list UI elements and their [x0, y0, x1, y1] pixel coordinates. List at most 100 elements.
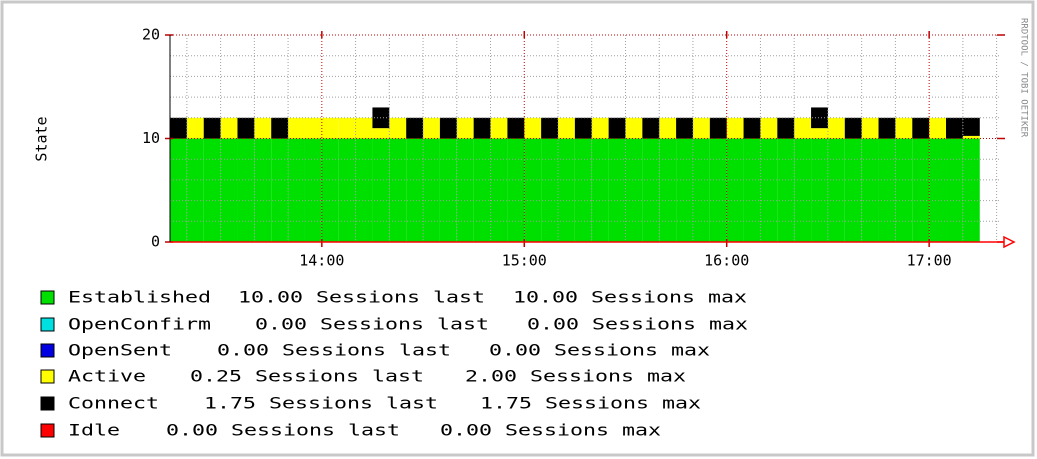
- area-segment: [338, 117, 356, 139]
- area-segment: [811, 107, 828, 129]
- area-segment: [692, 117, 710, 139]
- legend-name: OpenConfirm: [68, 315, 211, 334]
- area-segment: [642, 138, 660, 242]
- area-segment: [929, 138, 947, 242]
- area-segment: [625, 117, 643, 139]
- area-segment: [625, 138, 643, 242]
- area-segment: [186, 117, 204, 139]
- area-segment: [962, 138, 980, 242]
- area-segment: [844, 138, 862, 242]
- area-segment: [962, 135, 980, 139]
- area-segment: [338, 138, 356, 242]
- y-tick-label: 0: [151, 233, 160, 251]
- area-segment: [237, 117, 255, 139]
- area-segment: [929, 117, 947, 139]
- legend-last: 1.75 Sessions last: [204, 394, 438, 413]
- y-tick-label: 20: [142, 26, 160, 44]
- area-segment: [423, 117, 440, 139]
- area-segment: [524, 138, 542, 242]
- x-tick-label: 16:00: [704, 252, 749, 270]
- area-segment: [827, 117, 845, 139]
- area-segment: [726, 117, 744, 139]
- legend-last: 0.00 Sessions last: [217, 341, 451, 360]
- area-segment: [659, 138, 677, 242]
- area-segment: [541, 117, 559, 139]
- legend-max: 0.00 Sessions max: [489, 341, 710, 360]
- area-segment: [777, 138, 795, 242]
- legend-swatch: [40, 396, 55, 411]
- legend-name: Established: [68, 288, 211, 307]
- area-segment: [946, 138, 963, 242]
- area-segment: [861, 117, 879, 139]
- y-axis-label: State: [33, 116, 51, 161]
- area-segment: [777, 117, 795, 139]
- area-segment: [608, 138, 626, 242]
- legend-max: 0.00 Sessions max: [527, 315, 748, 334]
- area-segment: [794, 117, 812, 139]
- area-segment: [659, 117, 677, 139]
- legend-name: Active: [68, 367, 146, 386]
- area-segment: [288, 117, 305, 139]
- area-segment: [170, 138, 187, 242]
- area-segment: [760, 117, 778, 139]
- area-segment: [389, 117, 407, 139]
- area-segment: [676, 138, 693, 242]
- area-segment: [490, 117, 508, 139]
- area-segment: [304, 117, 322, 139]
- area-segment: [811, 128, 828, 139]
- legend-max: 0.00 Sessions max: [440, 421, 661, 440]
- area-segment: [456, 117, 474, 139]
- area-segment: [743, 117, 761, 139]
- area-segment: [170, 117, 187, 139]
- area-segment: [676, 117, 693, 139]
- area-segment: [456, 138, 474, 242]
- legend-name: Idle: [68, 421, 120, 440]
- area-segment: [591, 138, 609, 242]
- area-segment: [912, 138, 930, 242]
- area-segment: [642, 117, 660, 139]
- area-segment: [709, 138, 727, 242]
- legend-max: 1.75 Sessions max: [480, 394, 701, 413]
- area-segment: [203, 117, 221, 139]
- area-segment: [760, 138, 778, 242]
- legend-last: 10.00 Sessions last: [238, 288, 485, 307]
- area-segment: [574, 117, 592, 139]
- area-segment: [372, 128, 390, 139]
- area-segment: [406, 138, 424, 242]
- legend-name: Connect: [68, 394, 159, 413]
- area-segment: [321, 138, 339, 242]
- area-segment: [220, 138, 238, 242]
- x-tick-label: 17:00: [907, 252, 952, 270]
- area-segment: [524, 117, 542, 139]
- area-segment: [288, 138, 305, 242]
- x-axis-arrow: [1003, 235, 1016, 249]
- area-segment: [692, 138, 710, 242]
- area-segment: [608, 117, 626, 139]
- area-segment: [878, 117, 896, 139]
- area-segment: [709, 117, 727, 139]
- area-segment: [254, 117, 272, 139]
- area-segment: [558, 138, 575, 242]
- area-segment: [794, 138, 812, 242]
- area-segment: [895, 138, 913, 242]
- area-segment: [844, 117, 862, 139]
- area-segment: [743, 138, 761, 242]
- legend-swatch: [40, 343, 55, 358]
- area-segment: [304, 138, 322, 242]
- area-segment: [355, 117, 373, 139]
- area-segment: [439, 138, 457, 242]
- area-segment: [861, 138, 879, 242]
- area-segment: [962, 117, 980, 136]
- legend-swatch: [40, 369, 55, 384]
- area-segment: [355, 138, 373, 242]
- legend-max: 10.00 Sessions max: [513, 288, 747, 307]
- area-segment: [406, 117, 424, 139]
- legend-last: 0.25 Sessions last: [190, 367, 424, 386]
- side-label: RRDTOOL / TOBI OETIKER: [1019, 18, 1029, 138]
- area-segment: [203, 138, 221, 242]
- area-segment: [811, 138, 828, 242]
- area-segment: [473, 138, 491, 242]
- area-segment: [372, 138, 390, 242]
- legend-swatch: [40, 317, 55, 332]
